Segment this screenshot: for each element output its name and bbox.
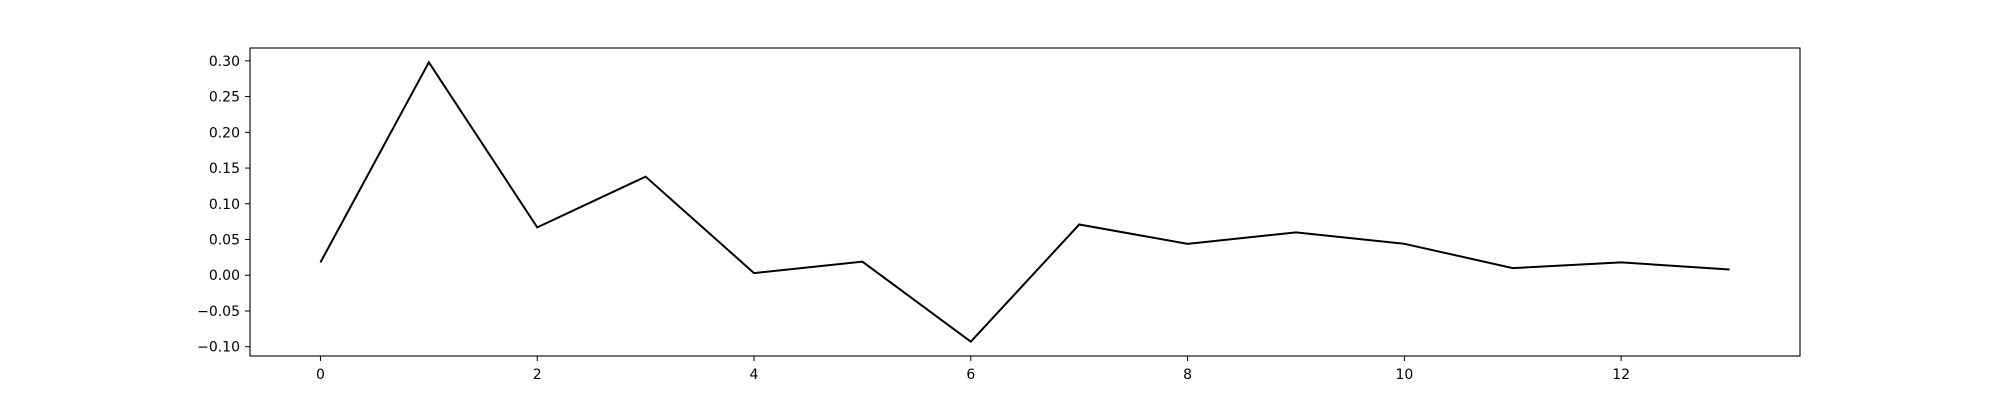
x-tick-label: 10 <box>1395 367 1413 383</box>
y-tick-label: −0.10 <box>197 340 240 356</box>
x-tick-label: 12 <box>1612 367 1630 383</box>
y-tick-label: 0.05 <box>209 233 240 249</box>
x-tick-label: 0 <box>316 367 325 383</box>
plot-frame <box>249 47 1801 357</box>
y-tick-label: 0.20 <box>209 125 240 141</box>
x-tick-label: 6 <box>966 367 975 383</box>
y-axis-ticks: −0.10 −0.05 0.00 0.05 0.10 0.15 0.20 0.25 0.30 <box>197 54 250 356</box>
x-tick-label: 2 <box>533 367 542 383</box>
y-tick-label: 0.15 <box>209 161 240 177</box>
y-tick-label: −0.05 <box>197 304 240 320</box>
x-axis-ticks: 0 2 4 6 8 10 12 <box>316 356 1630 383</box>
x-tick-label: 8 <box>1183 367 1192 383</box>
y-tick-label: 0.10 <box>209 197 240 213</box>
series-layer <box>319 60 1730 344</box>
y-tick-label: 0.25 <box>209 90 240 106</box>
y-tick-label: 0.00 <box>209 268 240 284</box>
x-tick-label: 4 <box>750 367 759 383</box>
y-tick-label: 0.30 <box>209 54 240 70</box>
series-line-0 <box>319 60 1730 344</box>
